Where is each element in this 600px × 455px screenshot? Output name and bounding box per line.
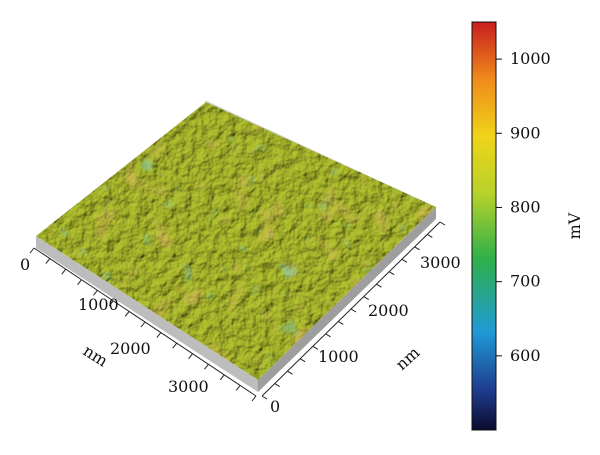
x-axis-tick-mark [188,353,193,360]
colorbar-tick-label: 800 [510,197,541,216]
y-axis-tick-mark [363,296,369,301]
x-axis-tick-mark [140,321,146,328]
x-axis-tick-mark [124,311,130,317]
y-axis-tick-mark [325,333,331,338]
x-axis-tick-mark [219,374,225,381]
y-axis-tick-mark [414,246,420,251]
x-tick-label: 1000 [78,295,119,314]
y-axis-tick-mark [350,308,357,313]
y-tick-label: 3000 [420,253,461,272]
y-axis-tick-mark [427,233,433,238]
y-axis: 0 1000 2000 3000 nm [261,221,461,416]
y-tick-label: 0 [270,397,280,416]
x-axis-ticks [29,247,257,402]
y-axis-tick-mark [312,345,319,350]
colorbar: 1000 900 800 700 600 mV [471,21,584,431]
y-axis-unit: nm [392,343,424,374]
y-tick-label: 1000 [318,347,359,366]
colorbar-tick-label: 600 [510,346,541,365]
colorbar-tick-label: 700 [510,272,541,291]
x-axis-tick-mark [93,289,98,296]
y-axis-tick-mark [299,358,306,363]
surface-base-left [36,236,258,392]
colorbar-tick-label: 900 [510,123,541,142]
x-tick-label: 3000 [168,377,209,396]
x-axis-tick-mark [61,268,67,275]
x-axis-tick-mark [77,279,82,286]
x-axis-tick-mark [29,247,35,254]
x-tick-label: 0 [20,255,30,274]
x-axis-tick-mark [45,258,51,264]
x-axis-tick-mark [172,342,178,349]
y-axis-tick-mark [338,320,344,325]
x-axis-tick-mark [204,363,209,370]
colorbar-tick-label: 1000 [510,49,551,68]
y-axis-tick-mark [261,395,268,400]
colorbar-gradient [471,21,497,431]
y-axis-tick-mark [401,258,408,263]
x-axis-tick-mark [108,300,114,307]
surface-cool-patches [36,102,436,380]
x-axis-unit: nm [80,341,112,371]
y-axis-tick-mark [376,283,382,288]
y-axis-tick-mark [287,370,293,375]
y-axis-ticks [261,221,446,400]
y-axis-tick-mark [439,221,446,226]
colorbar-unit: mV [565,212,584,239]
x-axis-tick-mark [235,385,241,391]
x-tick-label: 2000 [110,339,151,358]
surface-plot [36,100,436,392]
y-tick-label: 2000 [368,301,409,320]
x-axis-tick-mark [251,395,257,402]
y-axis-tick-mark [274,383,280,388]
colorbar-ticks [496,58,502,357]
surface-base-right [258,207,436,392]
x-axis-tick-mark [156,332,162,338]
y-axis-tick-mark [388,271,395,276]
